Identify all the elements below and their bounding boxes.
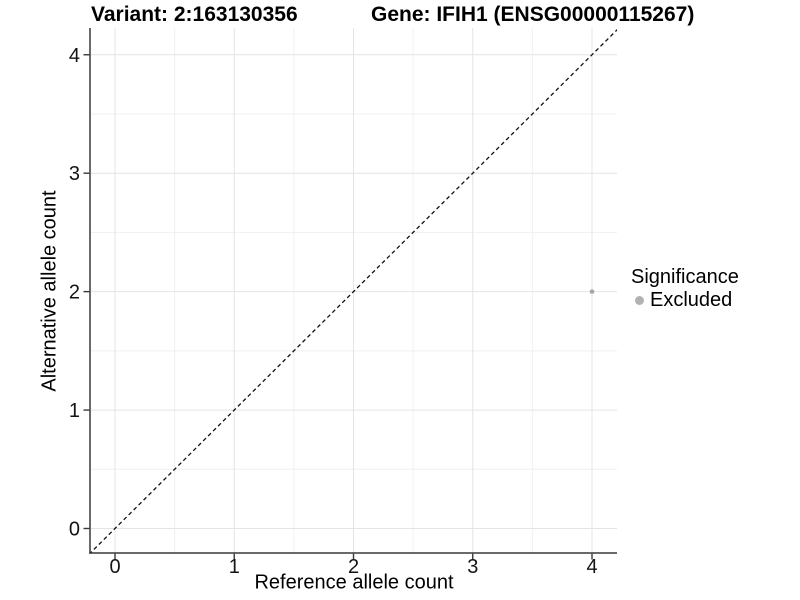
x-tick-label: 3: [467, 556, 478, 578]
legend-entry: Excluded: [631, 289, 739, 312]
legend-title: Significance: [631, 266, 739, 288]
legend-entry-label: Excluded: [650, 289, 733, 311]
x-tick-label: 4: [586, 556, 597, 578]
legend-entries: Excluded: [631, 289, 739, 312]
x-axis-title: Reference allele count: [254, 571, 454, 594]
x-tick-label: 0: [109, 556, 120, 578]
legend: Significance Excluded: [631, 265, 739, 312]
y-axis-title: Alternative allele count: [38, 190, 61, 392]
gene-title: Gene: IFIH1 (ENSG00000115267): [371, 3, 695, 26]
legend-key-dot-icon: [635, 296, 644, 305]
x-tick-label: 2: [348, 556, 359, 578]
identity-line: [90, 29, 617, 553]
y-tick-label: 3: [69, 163, 80, 185]
y-tick-label: 4: [69, 45, 80, 67]
variant-title: Variant: 2:163130356: [91, 3, 298, 26]
y-tick-label: 2: [69, 282, 80, 304]
data-point: [589, 289, 595, 294]
x-tick-label: 1: [229, 556, 240, 578]
y-tick-label: 1: [69, 400, 80, 422]
y-tick-label: 0: [69, 519, 80, 541]
